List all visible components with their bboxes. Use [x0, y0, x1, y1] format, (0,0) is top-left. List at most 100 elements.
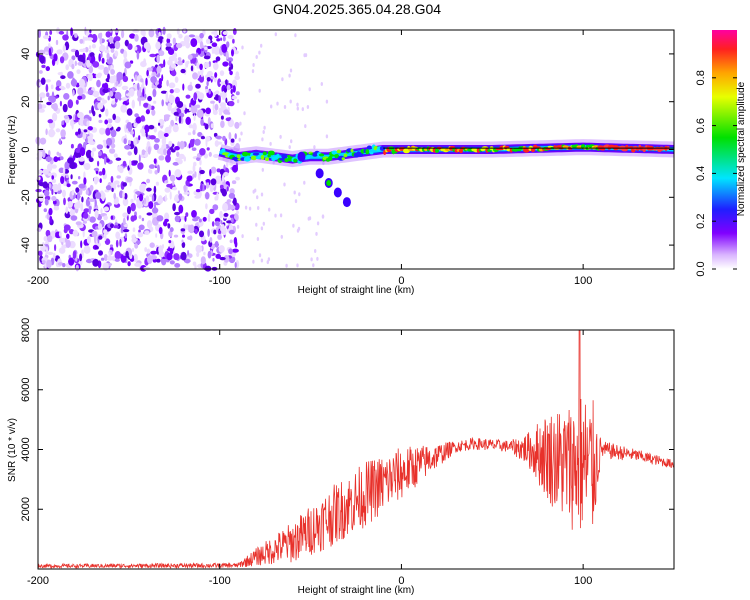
noise-speckle	[213, 45, 221, 55]
noise-speckle	[95, 192, 102, 199]
noise-speckle	[231, 180, 237, 185]
noise-speckle	[121, 97, 128, 101]
noise-speckle	[70, 174, 73, 180]
noise-speckle	[166, 252, 173, 261]
carrier-blob	[260, 154, 265, 160]
noise-speckle	[222, 31, 228, 35]
noise-speckle	[63, 93, 70, 100]
noise-speckle	[38, 250, 43, 257]
noise-speckle	[51, 178, 57, 184]
noise-speckle	[175, 115, 178, 122]
noise-speckle	[166, 38, 171, 44]
noise-speckle	[89, 216, 96, 223]
noise-speckle	[110, 69, 115, 75]
noise-speckle	[121, 29, 125, 39]
noise-speckle	[221, 174, 225, 183]
noise-speckle	[47, 119, 54, 124]
noise-speckle	[71, 180, 78, 185]
noise-speckle	[104, 233, 107, 241]
noise-speckle	[140, 78, 144, 83]
noise-speckle	[167, 223, 171, 229]
noise-speckle	[75, 113, 78, 123]
noise-speckle	[49, 30, 53, 35]
noise-speckle	[172, 124, 179, 133]
noise-speckle	[213, 30, 218, 37]
noise-speckle	[97, 102, 104, 110]
noise-speckle	[105, 108, 109, 117]
noise-speckle	[215, 56, 221, 62]
noise-speckle	[119, 238, 122, 247]
branch-blob	[315, 168, 324, 179]
noise-speckle	[220, 103, 226, 112]
noise-speckle	[148, 125, 155, 130]
noise-speckle	[86, 59, 91, 68]
noise-speckle	[288, 73, 291, 78]
noise-speckle	[138, 154, 141, 163]
noise-speckle	[78, 188, 83, 196]
noise-speckle	[71, 55, 76, 61]
noise-speckle	[92, 147, 97, 152]
noise-speckle	[204, 46, 208, 50]
noise-speckle	[196, 62, 200, 69]
noise-speckle	[86, 120, 90, 127]
noise-speckle	[325, 99, 329, 104]
noise-speckle	[51, 189, 54, 195]
noise-speckle	[163, 114, 171, 118]
noise-speckle	[234, 213, 239, 220]
x-tick-label: 0	[398, 275, 404, 287]
noise-speckle	[203, 251, 206, 256]
noise-speckle	[279, 213, 283, 218]
noise-speckle	[203, 55, 211, 60]
noise-speckle	[292, 223, 295, 228]
noise-speckle	[199, 148, 206, 156]
noise-speckle	[228, 204, 236, 210]
noise-speckle	[225, 117, 231, 122]
noise-speckle	[155, 181, 159, 186]
noise-speckle	[56, 80, 62, 88]
noise-speckle	[148, 169, 153, 174]
noise-speckle	[131, 247, 135, 252]
noise-speckle	[227, 35, 234, 39]
noise-speckle	[67, 201, 74, 208]
noise-speckle	[146, 187, 152, 192]
noise-speckle	[122, 182, 127, 187]
noise-speckle	[77, 111, 84, 119]
noise-speckle	[212, 204, 219, 211]
noise-speckle	[168, 48, 175, 55]
noise-speckle	[166, 148, 171, 157]
noise-speckle	[268, 207, 271, 212]
noise-speckle	[107, 95, 110, 101]
noise-speckle	[144, 230, 150, 235]
noise-speckle	[45, 79, 51, 83]
noise-speckle	[207, 213, 211, 222]
noise-speckle	[75, 187, 80, 194]
noise-speckle	[99, 37, 103, 45]
noise-speckle	[110, 223, 114, 229]
noise-speckle	[35, 188, 42, 193]
noise-speckle	[290, 139, 293, 144]
noise-speckle	[133, 253, 138, 263]
noise-speckle	[51, 195, 57, 202]
noise-speckle	[126, 108, 133, 116]
noise-speckle	[226, 41, 230, 48]
noise-speckle	[165, 179, 169, 184]
noise-speckle	[200, 136, 205, 140]
noise-speckle	[172, 161, 179, 166]
noise-speckle	[296, 263, 299, 268]
noise-speckle	[230, 217, 234, 223]
noise-speckle	[301, 107, 304, 112]
noise-speckle	[188, 34, 196, 38]
noise-speckle	[95, 246, 99, 250]
noise-speckle	[127, 139, 131, 145]
noise-speckle	[134, 74, 138, 81]
noise-speckle	[132, 227, 136, 232]
noise-speckle	[62, 34, 69, 41]
noise-speckle	[148, 164, 155, 169]
noise-speckle	[88, 45, 92, 50]
noise-speckle	[281, 77, 284, 82]
noise-speckle	[87, 89, 94, 95]
noise-speckle	[210, 100, 215, 104]
noise-speckle	[154, 138, 160, 143]
noise-speckle	[149, 242, 155, 248]
noise-speckle	[60, 129, 66, 138]
